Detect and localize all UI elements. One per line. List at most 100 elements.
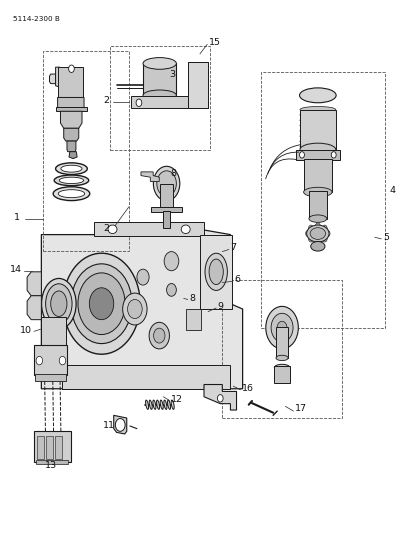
- Circle shape: [315, 223, 320, 229]
- Circle shape: [315, 238, 320, 244]
- Bar: [34, 345, 67, 375]
- Ellipse shape: [274, 365, 290, 370]
- Circle shape: [137, 269, 149, 285]
- Polygon shape: [131, 96, 208, 108]
- Ellipse shape: [58, 190, 84, 198]
- Text: 5: 5: [384, 233, 390, 242]
- Circle shape: [331, 152, 336, 158]
- Text: 3: 3: [169, 70, 175, 78]
- Ellipse shape: [146, 400, 149, 409]
- Ellipse shape: [310, 228, 326, 239]
- Ellipse shape: [300, 133, 336, 140]
- Bar: [94, 222, 204, 236]
- Polygon shape: [41, 229, 243, 389]
- Text: 10: 10: [20, 326, 32, 335]
- Polygon shape: [204, 384, 237, 410]
- Ellipse shape: [149, 400, 152, 409]
- Circle shape: [78, 273, 125, 335]
- Polygon shape: [58, 98, 84, 110]
- Ellipse shape: [311, 241, 325, 251]
- Ellipse shape: [300, 107, 336, 113]
- Bar: [186, 309, 201, 330]
- Circle shape: [217, 394, 223, 402]
- Bar: [222, 280, 342, 418]
- Circle shape: [308, 236, 313, 242]
- Bar: [111, 46, 210, 150]
- Circle shape: [271, 313, 293, 342]
- Polygon shape: [60, 111, 82, 128]
- Polygon shape: [114, 415, 127, 434]
- Ellipse shape: [307, 225, 329, 242]
- Polygon shape: [41, 346, 64, 373]
- Text: 11: 11: [103, 422, 115, 431]
- Bar: [43, 51, 129, 251]
- Ellipse shape: [276, 356, 288, 361]
- Bar: [309, 191, 327, 219]
- Text: 5114-2300 B: 5114-2300 B: [13, 15, 60, 21]
- Text: 7: 7: [231, 244, 236, 253]
- Text: 4: 4: [389, 186, 395, 195]
- Bar: [46, 435, 53, 459]
- Ellipse shape: [205, 253, 227, 290]
- Polygon shape: [27, 296, 41, 320]
- Ellipse shape: [304, 187, 332, 197]
- Bar: [58, 67, 83, 98]
- Bar: [300, 110, 336, 150]
- Bar: [160, 183, 173, 207]
- Circle shape: [153, 328, 165, 343]
- Ellipse shape: [54, 175, 89, 185]
- Ellipse shape: [300, 149, 336, 156]
- Circle shape: [36, 357, 42, 365]
- Text: 15: 15: [209, 38, 221, 47]
- Circle shape: [63, 253, 140, 354]
- Ellipse shape: [157, 171, 176, 196]
- Polygon shape: [296, 150, 340, 160]
- Polygon shape: [55, 107, 87, 111]
- Ellipse shape: [209, 259, 223, 285]
- Ellipse shape: [143, 90, 176, 101]
- Bar: [55, 435, 62, 459]
- Text: 8: 8: [171, 169, 177, 178]
- Ellipse shape: [300, 144, 336, 150]
- Bar: [261, 72, 385, 328]
- Circle shape: [322, 225, 327, 231]
- Circle shape: [89, 288, 114, 320]
- Text: 1: 1: [14, 213, 20, 222]
- Bar: [62, 365, 231, 389]
- Text: 14: 14: [10, 265, 22, 273]
- Polygon shape: [69, 152, 77, 159]
- Circle shape: [123, 293, 147, 325]
- Ellipse shape: [300, 112, 336, 118]
- Circle shape: [197, 99, 203, 107]
- Polygon shape: [141, 172, 159, 181]
- Ellipse shape: [300, 117, 336, 124]
- Circle shape: [59, 357, 66, 365]
- Ellipse shape: [53, 187, 90, 200]
- Circle shape: [69, 65, 74, 72]
- Bar: [276, 327, 288, 358]
- Bar: [274, 367, 290, 383]
- Circle shape: [149, 322, 169, 349]
- Ellipse shape: [299, 88, 336, 103]
- Ellipse shape: [157, 400, 160, 409]
- Text: 13: 13: [45, 462, 57, 470]
- Polygon shape: [55, 67, 64, 88]
- Text: 9: 9: [218, 302, 224, 311]
- Ellipse shape: [61, 165, 82, 172]
- Polygon shape: [49, 74, 55, 84]
- Bar: [163, 211, 170, 228]
- Bar: [41, 345, 66, 352]
- Bar: [304, 159, 332, 192]
- Ellipse shape: [171, 400, 174, 409]
- Bar: [143, 63, 176, 95]
- Bar: [36, 460, 68, 464]
- Circle shape: [308, 225, 313, 231]
- Circle shape: [322, 236, 327, 242]
- Text: 16: 16: [242, 384, 254, 393]
- Polygon shape: [27, 272, 41, 296]
- Ellipse shape: [42, 278, 76, 329]
- Ellipse shape: [55, 163, 87, 174]
- Circle shape: [164, 252, 179, 271]
- Text: 2: 2: [104, 224, 110, 233]
- Ellipse shape: [59, 177, 84, 183]
